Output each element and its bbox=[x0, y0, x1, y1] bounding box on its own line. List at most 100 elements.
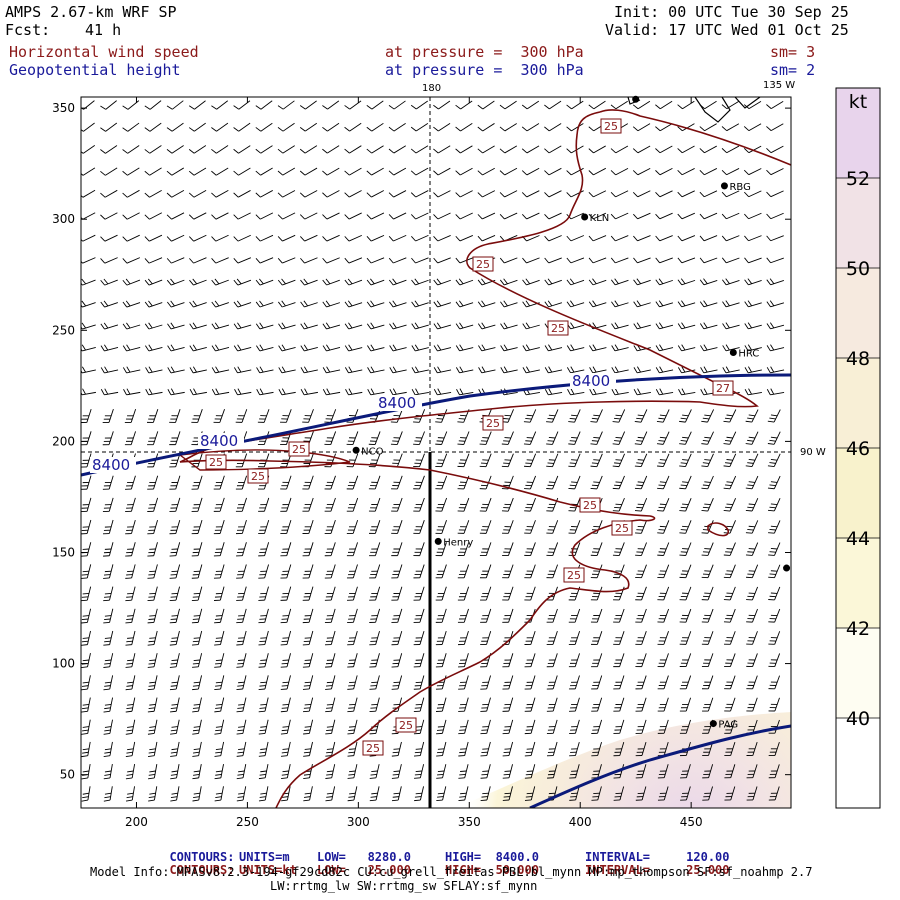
wind-barb bbox=[566, 344, 585, 352]
wind-barb bbox=[324, 542, 336, 557]
wind-barb bbox=[346, 475, 359, 490]
wind-barb bbox=[299, 190, 318, 198]
wind-barb bbox=[414, 786, 425, 802]
wind-barb bbox=[522, 366, 540, 374]
wind-barb bbox=[568, 653, 580, 668]
wind-barb bbox=[81, 145, 96, 154]
wind-barb bbox=[124, 431, 136, 446]
wind-barb bbox=[410, 167, 429, 176]
field2-smoothing: sm= 2 bbox=[770, 61, 816, 79]
wind-barb bbox=[366, 100, 384, 110]
wind-barb bbox=[166, 145, 184, 154]
wind-barb bbox=[166, 278, 185, 286]
wind-barb bbox=[344, 145, 362, 154]
wind-barb bbox=[236, 608, 247, 624]
wind-barb bbox=[544, 388, 563, 396]
wind-barb bbox=[233, 234, 251, 242]
wind-barb bbox=[81, 675, 91, 691]
wind-barb bbox=[191, 519, 203, 535]
wind-barb bbox=[502, 542, 514, 557]
wind-barb bbox=[502, 764, 513, 779]
wind-barb bbox=[234, 388, 252, 396]
wind-barb bbox=[635, 786, 647, 801]
wind-barb bbox=[324, 564, 336, 579]
wind-barb bbox=[302, 475, 314, 490]
wind-barb bbox=[433, 322, 452, 330]
wind-barb bbox=[611, 300, 629, 308]
wind-barb bbox=[211, 257, 229, 264]
wind-barb bbox=[701, 409, 715, 423]
wind-barb bbox=[299, 212, 318, 220]
wind-barb bbox=[278, 322, 296, 330]
wind-barb bbox=[188, 122, 206, 132]
wind-barb bbox=[213, 519, 225, 535]
wind-barb bbox=[299, 122, 318, 132]
wind-barb bbox=[501, 475, 514, 490]
wind-barb bbox=[391, 653, 403, 668]
wind-barb bbox=[546, 475, 559, 490]
wind-barb bbox=[501, 409, 514, 423]
wind-barb bbox=[258, 519, 270, 535]
wind-barb bbox=[278, 300, 296, 308]
wind-barb bbox=[411, 300, 429, 308]
wind-barb bbox=[678, 388, 696, 396]
wind-barb bbox=[236, 764, 247, 780]
wind-barb bbox=[302, 608, 314, 624]
wind-barb bbox=[613, 675, 625, 690]
wind-barb bbox=[169, 675, 180, 691]
wind-barb bbox=[677, 300, 696, 308]
wind-barb bbox=[767, 431, 781, 445]
wind-barb bbox=[233, 167, 251, 176]
wind-barb bbox=[81, 453, 92, 468]
wind-barb bbox=[435, 608, 447, 623]
wind-barb bbox=[722, 322, 740, 330]
wind-barb bbox=[523, 409, 537, 423]
wind-barb bbox=[100, 212, 118, 220]
wind-barb bbox=[122, 100, 140, 110]
wind-barb bbox=[479, 520, 492, 534]
wind-barb bbox=[744, 278, 762, 286]
wind-barb bbox=[100, 189, 118, 198]
wind-barb bbox=[767, 409, 781, 423]
wind-barb bbox=[433, 278, 451, 286]
wind-barb bbox=[655, 257, 673, 264]
svg-text:25: 25 bbox=[551, 322, 565, 335]
wind-barb bbox=[743, 190, 762, 198]
wind-barb bbox=[522, 344, 540, 352]
wind-barb bbox=[679, 586, 692, 601]
wind-barb bbox=[413, 697, 425, 712]
wind-barb bbox=[566, 366, 585, 374]
meridian-135w-label: 135 W bbox=[763, 80, 795, 91]
wind-barb bbox=[499, 278, 518, 286]
wind-barb bbox=[189, 257, 207, 264]
wind-barb bbox=[633, 300, 651, 308]
wind-barb bbox=[546, 697, 558, 712]
wind-barb bbox=[414, 764, 425, 779]
wind-barb bbox=[299, 100, 317, 110]
wind-barb bbox=[766, 235, 784, 242]
wind-barb bbox=[280, 475, 292, 490]
wind-barb bbox=[148, 764, 158, 780]
wind-barb bbox=[591, 653, 603, 668]
station-edge bbox=[783, 564, 791, 572]
wind-barb bbox=[702, 697, 714, 712]
wind-barb bbox=[632, 100, 651, 110]
wind-barb bbox=[411, 388, 429, 396]
wind-barb bbox=[324, 497, 336, 512]
colorbar-label: 48 bbox=[846, 348, 870, 370]
wind-barb bbox=[169, 586, 181, 602]
wind-barb bbox=[744, 366, 762, 374]
wind-barb bbox=[566, 278, 585, 286]
wind-barb bbox=[388, 278, 407, 286]
wind-barb bbox=[81, 122, 95, 132]
wind-barb bbox=[591, 741, 602, 757]
wind-barb bbox=[277, 212, 296, 220]
wind-barb bbox=[524, 697, 536, 712]
wind-barb bbox=[280, 497, 292, 512]
wind-barb bbox=[81, 409, 92, 423]
svg-text:PAG: PAG bbox=[718, 720, 738, 731]
wind-barb bbox=[211, 344, 230, 352]
wind-barb bbox=[611, 322, 629, 330]
wind-barb bbox=[435, 453, 448, 468]
